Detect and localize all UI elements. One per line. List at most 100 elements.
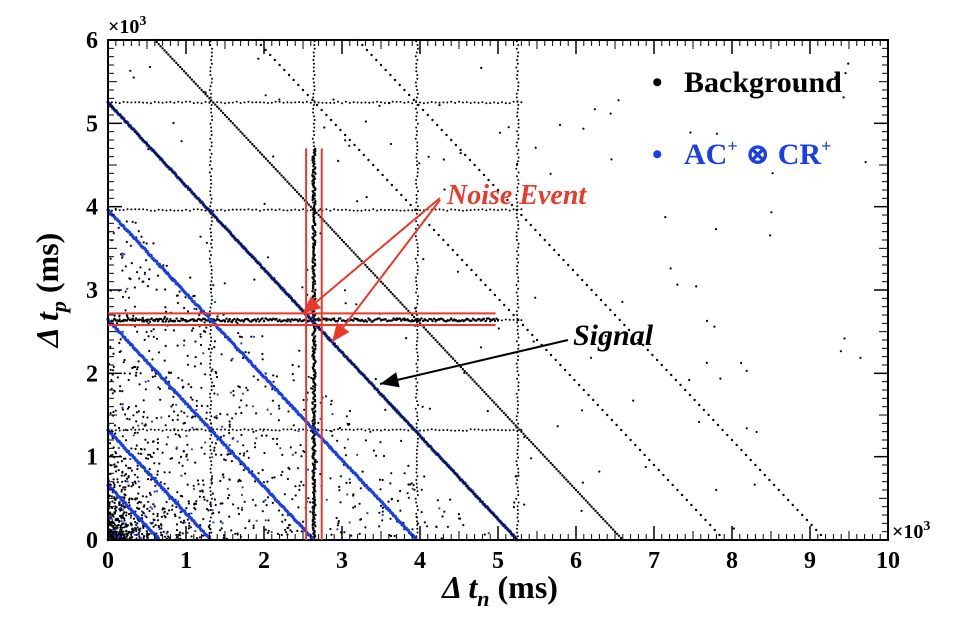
horizontal-band-point	[411, 209, 414, 212]
background-point	[298, 349, 301, 352]
background-line-point	[545, 457, 548, 460]
background-line-point	[367, 158, 370, 162]
background-line-point	[163, 161, 166, 165]
background-point	[156, 515, 159, 518]
background-point	[111, 453, 114, 456]
vertical-band-point	[416, 505, 419, 508]
background-line-point	[541, 453, 545, 456]
horizontal-band-point	[344, 428, 347, 431]
background-line-point	[243, 134, 246, 137]
horizontal-band-point	[134, 101, 137, 104]
noise-band-point	[312, 451, 315, 454]
background-point	[226, 487, 229, 490]
background-line-point	[436, 453, 439, 456]
vertical-band-point	[516, 59, 519, 61]
background-point	[253, 446, 257, 449]
background-line-point	[256, 149, 260, 152]
noise-band-point	[286, 320, 289, 323]
vertical-band-point	[516, 407, 519, 410]
background-point	[190, 416, 194, 419]
background-point	[222, 476, 225, 479]
horizontal-band-point	[512, 100, 515, 103]
horizontal-band-point	[387, 208, 390, 211]
background-point	[200, 386, 203, 389]
vertical-band-point	[209, 66, 212, 69]
vertical-band-point	[415, 471, 418, 474]
background-point	[134, 447, 137, 450]
background-line-point	[422, 438, 426, 442]
background-point	[134, 498, 137, 501]
noise-band-point	[314, 340, 317, 343]
background-line-point	[260, 153, 264, 156]
background-point	[186, 354, 189, 357]
background-point	[232, 389, 235, 393]
background-point	[226, 497, 230, 500]
background-line-point	[262, 155, 266, 158]
background-point	[150, 522, 153, 525]
vertical-band-point	[211, 381, 213, 384]
vertical-band-point	[313, 44, 316, 46]
scatter-points	[106, 57, 867, 542]
background-point	[137, 528, 140, 531]
horizontal-band-point	[407, 101, 410, 104]
background-line-point	[317, 213, 320, 217]
vertical-band-point	[416, 287, 419, 290]
horizontal-band-point	[146, 208, 148, 211]
horizontal-band-point	[395, 100, 398, 103]
vertical-band-point	[516, 62, 519, 65]
horizontal-band-point	[118, 102, 121, 105]
horizontal-band-point	[146, 429, 148, 432]
noise-band-point	[311, 491, 315, 494]
background-point	[291, 373, 294, 376]
background-point	[240, 411, 243, 415]
horizontal-band-point	[177, 209, 180, 212]
background-line-point	[424, 328, 427, 331]
background-point	[201, 489, 204, 492]
horizontal-band-point	[235, 208, 238, 211]
background-point	[277, 404, 281, 407]
vertical-band-point	[209, 516, 212, 519]
vertical-band-point	[515, 235, 518, 238]
background-point	[206, 405, 209, 408]
background-line-point	[670, 373, 673, 377]
background-point	[148, 349, 151, 353]
background-point	[134, 365, 137, 369]
background-line-point	[489, 288, 492, 292]
background-line-point	[352, 251, 355, 254]
background-line-point	[334, 123, 337, 127]
background-line-point	[270, 163, 273, 167]
vertical-band-point	[414, 137, 417, 140]
vertical-band-point	[516, 160, 519, 163]
background-point	[187, 500, 190, 503]
noise-band-point	[311, 422, 315, 425]
background-line-point	[453, 359, 457, 362]
noise-band-point	[313, 160, 316, 163]
vertical-band-point	[517, 471, 520, 474]
background-point	[338, 485, 341, 488]
horizontal-band-point	[376, 100, 379, 103]
signal-line-point	[201, 309, 206, 313]
noise-band-point	[287, 318, 291, 321]
vertical-band-point	[209, 332, 212, 335]
background-line-point	[500, 409, 504, 412]
horizontal-band-point	[278, 100, 281, 103]
background-line-point	[615, 423, 618, 427]
background-point	[158, 462, 161, 465]
horizontal-band-point	[138, 101, 141, 104]
noise-band-point	[127, 317, 130, 320]
background-line-point	[288, 295, 291, 298]
background-line-point	[241, 245, 244, 248]
horizontal-band-point	[473, 208, 476, 211]
horizontal-band-point	[294, 429, 297, 432]
noise-band-point	[311, 411, 315, 414]
background-point	[190, 329, 194, 332]
background-point	[120, 488, 123, 491]
background-line-point	[401, 303, 404, 306]
horizontal-band-point	[282, 428, 285, 431]
background-line-point	[501, 193, 504, 197]
background-line-point	[412, 428, 416, 431]
background-point	[138, 277, 141, 280]
horizontal-band-point	[446, 101, 449, 104]
noise-band-point	[313, 483, 316, 487]
background-point	[214, 370, 217, 373]
